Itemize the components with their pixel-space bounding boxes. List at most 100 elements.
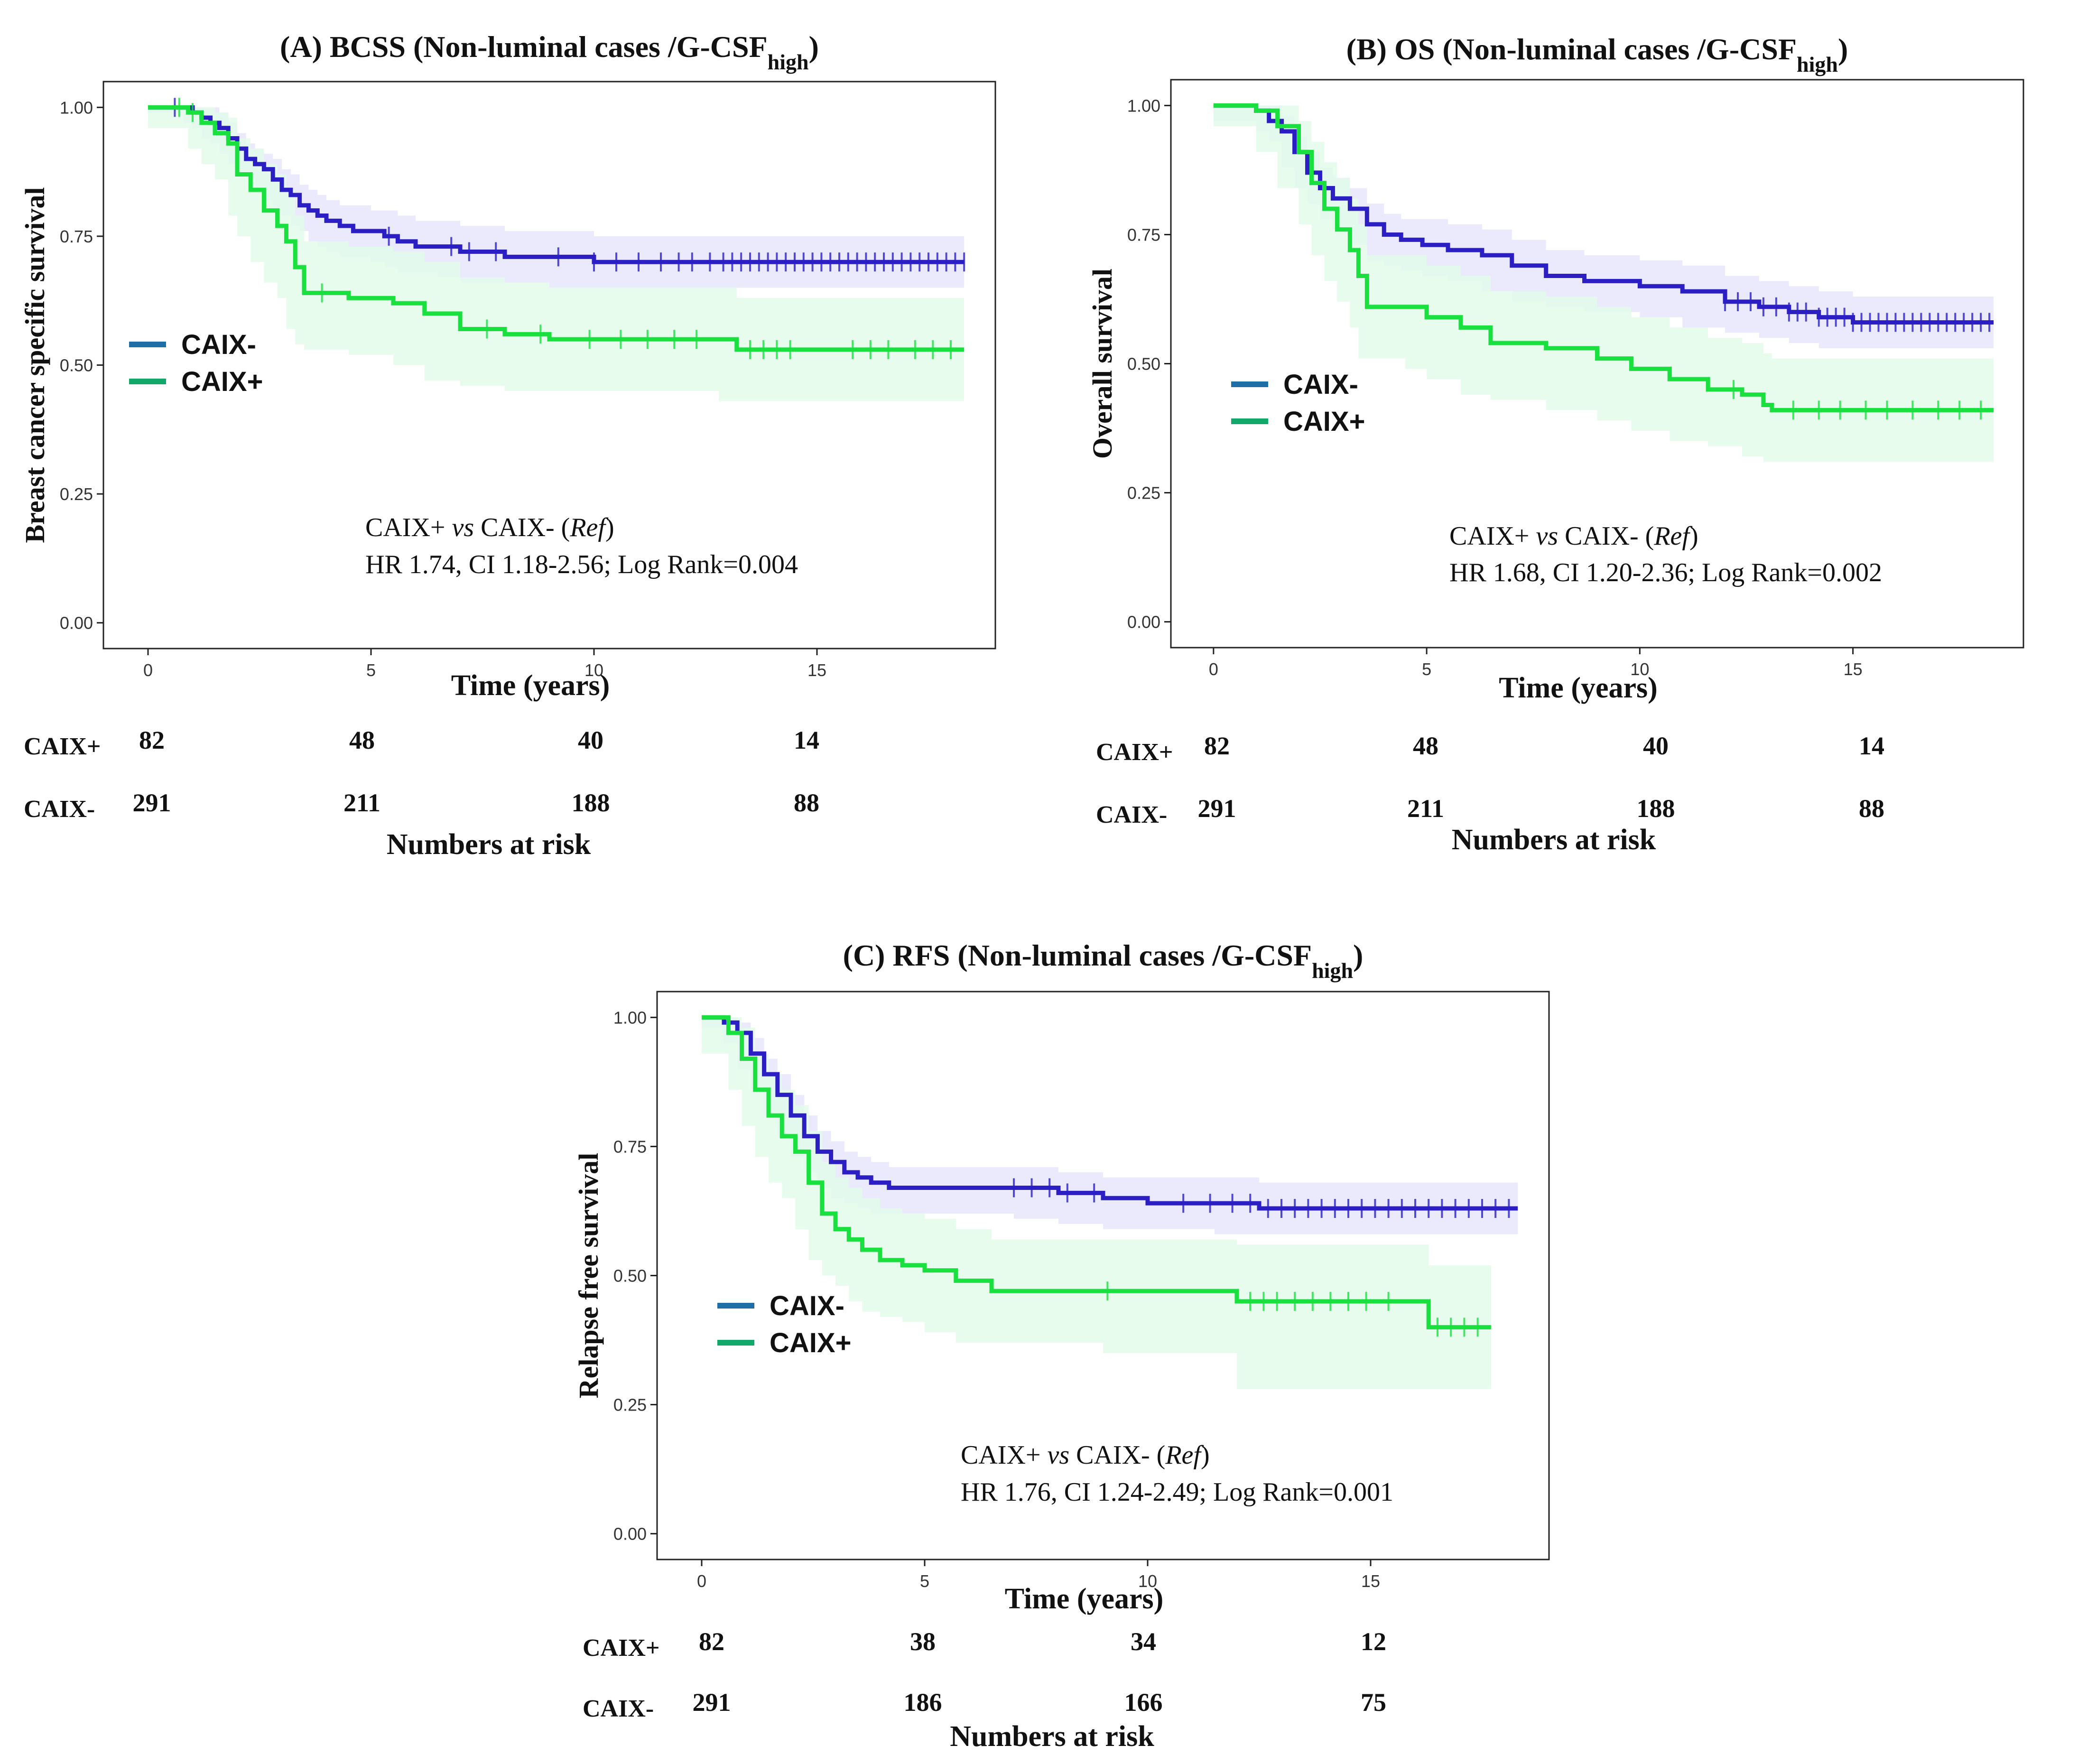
- survival-line-caix-pos: [702, 1015, 1491, 1329]
- annotation-hazard-ratio: HR 1.68, CI 1.20-2.36; Log Rank=0.002: [1449, 558, 1882, 587]
- legend-label: CAIX-: [770, 1291, 844, 1321]
- ci-band-caix-pos: [148, 107, 965, 401]
- y-tick-label: 1.00: [60, 98, 93, 117]
- risk-row-label: CAIX+: [24, 733, 101, 760]
- risk-value: 82: [1204, 732, 1230, 760]
- risk-row-label: CAIX+: [1096, 739, 1173, 766]
- risk-value: 291: [693, 1688, 731, 1717]
- risk-value: 48: [1413, 732, 1438, 760]
- annotation-line1-c: ): [1201, 1440, 1210, 1470]
- annotation-line1-a: CAIX+: [365, 513, 452, 542]
- y-tick-label: 0.75: [613, 1137, 647, 1156]
- annotation-line1-b: CAIX- (: [1069, 1440, 1165, 1470]
- risk-value: 40: [578, 726, 603, 754]
- chart-title-close: ): [1838, 32, 1848, 66]
- chart-title-main: (A) BCSS (Non-luminal cases /G-CSF: [280, 30, 768, 64]
- risk-value: 14: [794, 726, 819, 754]
- risk-value: 211: [343, 789, 380, 817]
- x-tick-label: 10: [584, 660, 603, 680]
- risk-value: 188: [1637, 794, 1675, 823]
- risk-value: 75: [1361, 1688, 1386, 1717]
- y-tick-label: 0.75: [60, 227, 93, 246]
- y-axis-label: Breast cancer specific survival: [19, 187, 50, 543]
- legend-label: CAIX-: [1283, 369, 1358, 400]
- y-tick-label: 1.00: [613, 1008, 647, 1027]
- y-tick-label: 0.25: [613, 1395, 647, 1415]
- chart-title-subscript: high: [1312, 958, 1353, 983]
- annotation-line1-ref: Ref: [1653, 521, 1693, 551]
- risk-row-label: CAIX+: [583, 1634, 660, 1662]
- risk-row-label: CAIX-: [1096, 801, 1167, 828]
- ci-band-caix-neg: [1213, 105, 1994, 348]
- chart-title-main: (C) RFS (Non-luminal cases /G-CSF: [843, 938, 1312, 972]
- chart-title-subscript: high: [1797, 52, 1838, 76]
- risk-value: 82: [699, 1627, 724, 1656]
- survival-line-caix-pos: [1213, 103, 1994, 412]
- risk-value: 40: [1643, 732, 1669, 760]
- chart-title-main: (B) OS (Non-luminal cases /G-CSF: [1346, 32, 1797, 66]
- x-tick-label: 10: [1138, 1571, 1157, 1591]
- y-tick-label: 0.75: [1127, 225, 1160, 244]
- risk-row-label: CAIX-: [583, 1695, 654, 1722]
- x-axis-label: Time (years): [451, 669, 610, 702]
- risk-value: 48: [349, 726, 375, 754]
- risk-value: 82: [139, 726, 165, 754]
- x-tick-label: 0: [697, 1571, 706, 1591]
- chart-title: (B) OS (Non-luminal cases /G-CSFhigh): [1346, 32, 1848, 76]
- ci-band-caix-pos: [702, 1017, 1491, 1389]
- y-tick-label: 0.50: [613, 1266, 647, 1286]
- y-tick-label: 0.25: [60, 484, 93, 504]
- x-tick-label: 15: [1361, 1571, 1380, 1591]
- x-tick-label: 0: [143, 660, 153, 680]
- x-tick-label: 10: [1630, 659, 1649, 679]
- chart-panel-A: (A) BCSS (Non-luminal cases /G-CSFhigh) 0…: [19, 30, 996, 861]
- risk-value: 88: [1859, 794, 1884, 823]
- chart-panel-B: (B) OS (Non-luminal cases /G-CSFhigh) 0.0…: [1087, 32, 2024, 856]
- y-tick-label: 0.00: [613, 1524, 647, 1544]
- annotation-comparison: CAIX+ vs CAIX- (Ref): [961, 1440, 1210, 1470]
- ci-band-caix-pos: [1213, 105, 1994, 462]
- chart-panel-C: (C) RFS (Non-luminal cases /G-CSFhigh) 0.…: [573, 938, 1550, 1753]
- risk-value: 186: [904, 1688, 942, 1717]
- annotation-hazard-ratio: HR 1.74, CI 1.18-2.56; Log Rank=0.004: [365, 550, 798, 579]
- x-tick-label: 5: [366, 660, 376, 680]
- annotation-line1-vs: vs: [452, 513, 474, 542]
- legend-label: CAIX-: [181, 329, 256, 360]
- survival-line-caix-neg: [148, 105, 965, 264]
- legend-label: CAIX+: [1283, 406, 1365, 437]
- x-tick-label: 5: [1422, 659, 1431, 679]
- chart-title-close: ): [1353, 938, 1363, 972]
- y-tick-label: 1.00: [1127, 96, 1160, 115]
- survival-line-caix-neg: [702, 1015, 1518, 1211]
- annotation-hazard-ratio: HR 1.76, CI 1.24-2.49; Log Rank=0.001: [961, 1477, 1393, 1507]
- x-axis-label: Time (years): [1499, 672, 1658, 704]
- risk-value: 12: [1361, 1627, 1386, 1656]
- legend-label: CAIX+: [770, 1328, 851, 1358]
- annotation-line1-b: CAIX- (: [1558, 521, 1654, 551]
- risk-value: 14: [1859, 732, 1884, 760]
- risk-value: 211: [1407, 794, 1444, 823]
- chart-title: (C) RFS (Non-luminal cases /G-CSFhigh): [843, 938, 1364, 983]
- y-tick-label: 0.00: [60, 613, 93, 633]
- x-axis-label: Time (years): [1005, 1583, 1164, 1615]
- x-tick-label: 15: [1844, 659, 1863, 679]
- x-tick-label: 5: [920, 1571, 929, 1591]
- y-tick-label: 0.00: [1127, 613, 1160, 632]
- annotation-line1-ref: Ref: [1165, 1440, 1204, 1470]
- risk-value: 38: [910, 1627, 936, 1656]
- chart-title-subscript: high: [768, 50, 809, 74]
- annotation-line1-ref: Ref: [569, 513, 609, 542]
- annotation-line1-c: ): [1689, 521, 1698, 551]
- risk-value: 291: [133, 789, 171, 817]
- risk-value: 88: [794, 789, 819, 817]
- risk-value: 188: [572, 789, 610, 817]
- y-tick-label: 0.25: [1127, 483, 1160, 503]
- annotation-line1-b: CAIX- (: [474, 513, 570, 542]
- legend-label: CAIX+: [181, 366, 263, 397]
- risk-row-label: CAIX-: [24, 796, 95, 823]
- annotation-comparison: CAIX+ vs CAIX- (Ref): [1449, 521, 1698, 551]
- ci-band-caix-neg: [702, 1017, 1518, 1235]
- annotation-line1-vs: vs: [1047, 1440, 1069, 1470]
- risk-value: 34: [1131, 1627, 1156, 1656]
